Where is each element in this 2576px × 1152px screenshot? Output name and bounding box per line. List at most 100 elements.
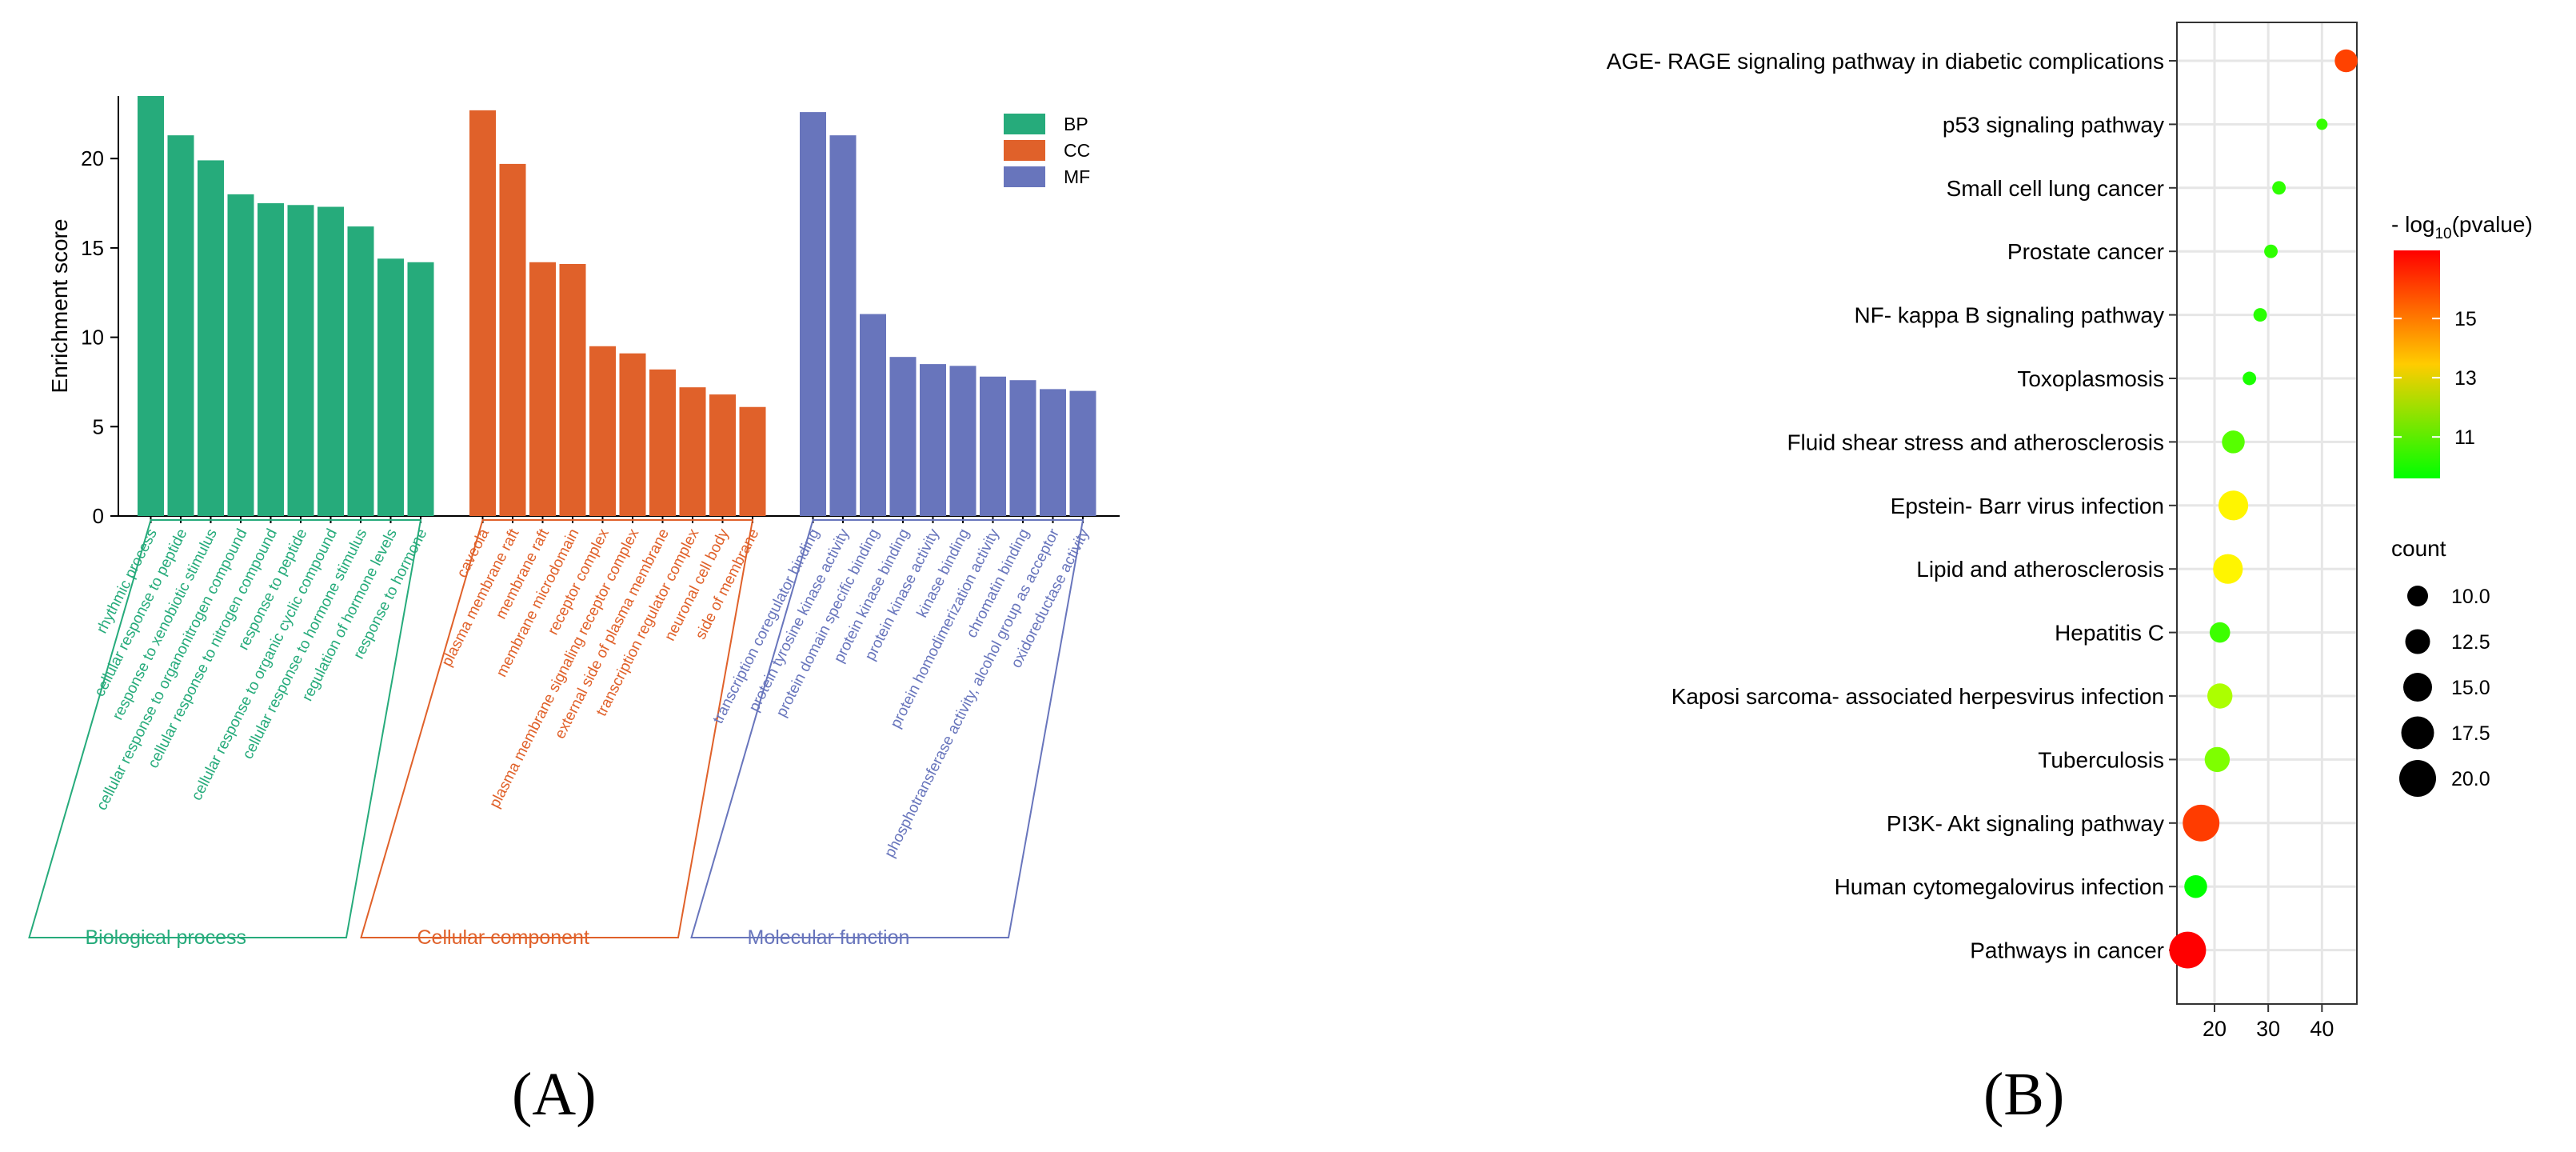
pathway-label: Pathways in cancer [1970, 938, 2164, 963]
group-bracket [360, 519, 754, 938]
pathway-label: Kaposi sarcoma- associated herpesvirus i… [1671, 684, 2164, 709]
pathway-point [2264, 244, 2278, 258]
bar [889, 357, 917, 516]
bar [980, 376, 1006, 516]
bar [407, 262, 434, 516]
color-legend-title: - log10(pvalue) [2391, 212, 2533, 242]
bar [377, 258, 404, 516]
plot-background [2177, 22, 2357, 1004]
legend-label: MF [1064, 166, 1090, 187]
bar [1040, 389, 1066, 516]
legend-label: BP [1064, 114, 1088, 134]
bar [559, 264, 586, 516]
group-label: Biological process [86, 926, 247, 949]
size-legend-dot [2403, 673, 2432, 702]
pathway-point [2184, 874, 2207, 898]
pathway-point [2213, 554, 2243, 584]
color-legend-label: 15 [2454, 308, 2477, 330]
group-bracket [690, 519, 1084, 938]
pathway-label: PI3K- Akt signaling pathway [1887, 811, 2164, 836]
pathway-point [2209, 622, 2231, 643]
legend-swatch [1004, 166, 1045, 187]
bar [138, 96, 164, 516]
size-legend-dot [2399, 760, 2436, 797]
bar [499, 163, 526, 516]
color-legend-label: 13 [2454, 367, 2477, 390]
y-tick-label: 0 [93, 504, 104, 528]
pathway-point [2204, 746, 2231, 773]
group-bracket [28, 519, 422, 938]
bar [258, 203, 284, 517]
size-legend-dot [2401, 716, 2434, 750]
bar [167, 135, 194, 517]
bar [829, 135, 857, 517]
bar [529, 262, 556, 516]
pathway-label: Hepatitis C [2055, 621, 2164, 646]
pathway-label: Small cell lung cancer [1947, 176, 2164, 201]
pathway-label: Fluid shear stress and atherosclerosis [1787, 430, 2164, 454]
bar [347, 226, 374, 516]
pathway-point [2207, 683, 2233, 709]
y-tick-label: 10 [81, 326, 104, 350]
bar [227, 194, 254, 516]
pathway-label: Prostate cancer [2007, 239, 2164, 264]
bar [318, 206, 344, 516]
x-tick-label: 40 [2310, 1017, 2334, 1040]
panel-b-label: (B) [1983, 1061, 2065, 1128]
group-label: Cellular component [417, 926, 589, 949]
pathway-point [2169, 931, 2207, 969]
pathway-label: NF- kappa B signaling pathway [1854, 303, 2164, 328]
bar [1069, 390, 1096, 516]
color-legend-bar [2394, 250, 2440, 478]
pathway-point [2253, 308, 2267, 322]
legend-label: CC [1064, 140, 1090, 161]
bar [198, 160, 224, 516]
panel-a-label: (A) [512, 1061, 597, 1128]
x-tick-label: 20 [2203, 1017, 2227, 1040]
size-legend-label: 17.5 [2451, 722, 2490, 745]
pathway-point [2316, 118, 2328, 130]
pathway-label: Epstein- Barr virus infection [1891, 494, 2164, 518]
pathway-label: p53 signaling pathway [1943, 112, 2164, 137]
pathway-point [2222, 430, 2245, 454]
bar [739, 406, 766, 516]
kegg-pathway-bubble-chart: AGE- RAGE signaling pathway in diabetic … [1607, 22, 2533, 1040]
plot-border [2176, 22, 2358, 1005]
bar [860, 314, 886, 516]
bar [800, 112, 826, 516]
pathway-point [2218, 490, 2249, 521]
y-tick-label: 20 [81, 146, 104, 170]
y-axis-label: Enrichment score [47, 219, 72, 394]
pathway-point [2334, 49, 2358, 73]
pathway-point [2243, 371, 2257, 386]
bar [589, 346, 616, 516]
y-tick-label: 15 [81, 236, 104, 260]
pathway-point [2272, 181, 2286, 195]
bar [679, 387, 706, 516]
pathway-label: Lipid and atherosclerosis [1916, 557, 2164, 582]
pathway-label: AGE- RAGE signaling pathway in diabetic … [1607, 49, 2164, 74]
size-legend-dot [2407, 586, 2428, 606]
bar [920, 364, 946, 516]
group-label: Molecular function [748, 926, 910, 949]
pathway-label: Toxoplasmosis [2017, 366, 2164, 391]
size-legend-title: count [2391, 536, 2446, 561]
x-tick-label: 30 [2256, 1017, 2280, 1040]
pathway-label: Tuberculosis [2038, 747, 2164, 772]
bar [649, 369, 676, 516]
bar [949, 366, 976, 516]
bar [619, 353, 646, 516]
pathway-point [2183, 804, 2220, 842]
bar [709, 394, 736, 516]
size-legend-label: 20.0 [2451, 768, 2490, 790]
y-tick-label: 5 [93, 414, 104, 438]
legend-swatch [1004, 114, 1045, 134]
size-legend-dot [2405, 629, 2430, 654]
size-legend-label: 15.0 [2451, 677, 2490, 699]
legend-swatch [1004, 140, 1045, 161]
pathway-label: Human cytomegalovirus infection [1835, 874, 2164, 899]
bar [469, 110, 496, 516]
size-legend-label: 10.0 [2451, 586, 2490, 608]
size-legend-label: 12.5 [2451, 631, 2490, 654]
